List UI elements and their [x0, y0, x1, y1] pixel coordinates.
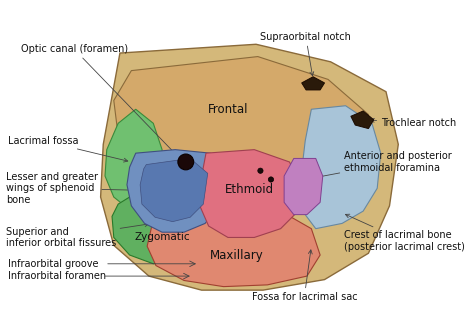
Polygon shape — [200, 150, 301, 237]
Text: Lesser and greater
wings of sphenoid
bone: Lesser and greater wings of sphenoid bon… — [6, 172, 164, 205]
Polygon shape — [114, 57, 368, 185]
Text: Ethmoid: Ethmoid — [225, 183, 274, 196]
Text: Zygomatic: Zygomatic — [134, 233, 190, 243]
Polygon shape — [112, 193, 201, 264]
Text: Supraorbital notch: Supraorbital notch — [260, 32, 351, 76]
Circle shape — [178, 154, 194, 170]
Circle shape — [258, 168, 263, 173]
Polygon shape — [127, 150, 224, 232]
Text: Lacrimal fossa: Lacrimal fossa — [9, 136, 128, 162]
Text: Trochlear notch: Trochlear notch — [370, 118, 456, 128]
Polygon shape — [301, 77, 325, 90]
Text: Anterior and posterior
ethmoidal foramina: Anterior and posterior ethmoidal foramin… — [295, 151, 452, 182]
Polygon shape — [284, 158, 323, 214]
Text: Superior and
inferior orbital fissures: Superior and inferior orbital fissures — [6, 223, 149, 248]
Text: Infraorbital foramen: Infraorbital foramen — [9, 271, 107, 281]
Text: Crest of lacrimal bone
(posterior lacrimal crest): Crest of lacrimal bone (posterior lacrim… — [344, 214, 465, 252]
Text: Maxillary: Maxillary — [210, 248, 264, 262]
Polygon shape — [140, 158, 208, 222]
Polygon shape — [100, 44, 398, 290]
Polygon shape — [105, 109, 162, 211]
Text: Fossa for lacrimal sac: Fossa for lacrimal sac — [252, 250, 357, 302]
Polygon shape — [301, 106, 381, 229]
Polygon shape — [351, 111, 374, 129]
Text: Optic canal (foramen): Optic canal (foramen) — [21, 44, 182, 160]
Circle shape — [268, 177, 273, 182]
Text: Frontal: Frontal — [208, 103, 248, 116]
Polygon shape — [147, 206, 320, 287]
Text: Infraorbital groove: Infraorbital groove — [9, 259, 99, 269]
